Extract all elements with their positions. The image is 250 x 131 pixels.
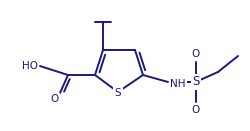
Text: S: S	[192, 75, 199, 89]
Text: O: O	[191, 105, 199, 115]
Text: S: S	[114, 88, 121, 98]
Text: HO: HO	[22, 61, 38, 71]
Text: O: O	[191, 49, 199, 59]
Text: O: O	[50, 94, 59, 104]
Text: NH: NH	[169, 79, 185, 89]
